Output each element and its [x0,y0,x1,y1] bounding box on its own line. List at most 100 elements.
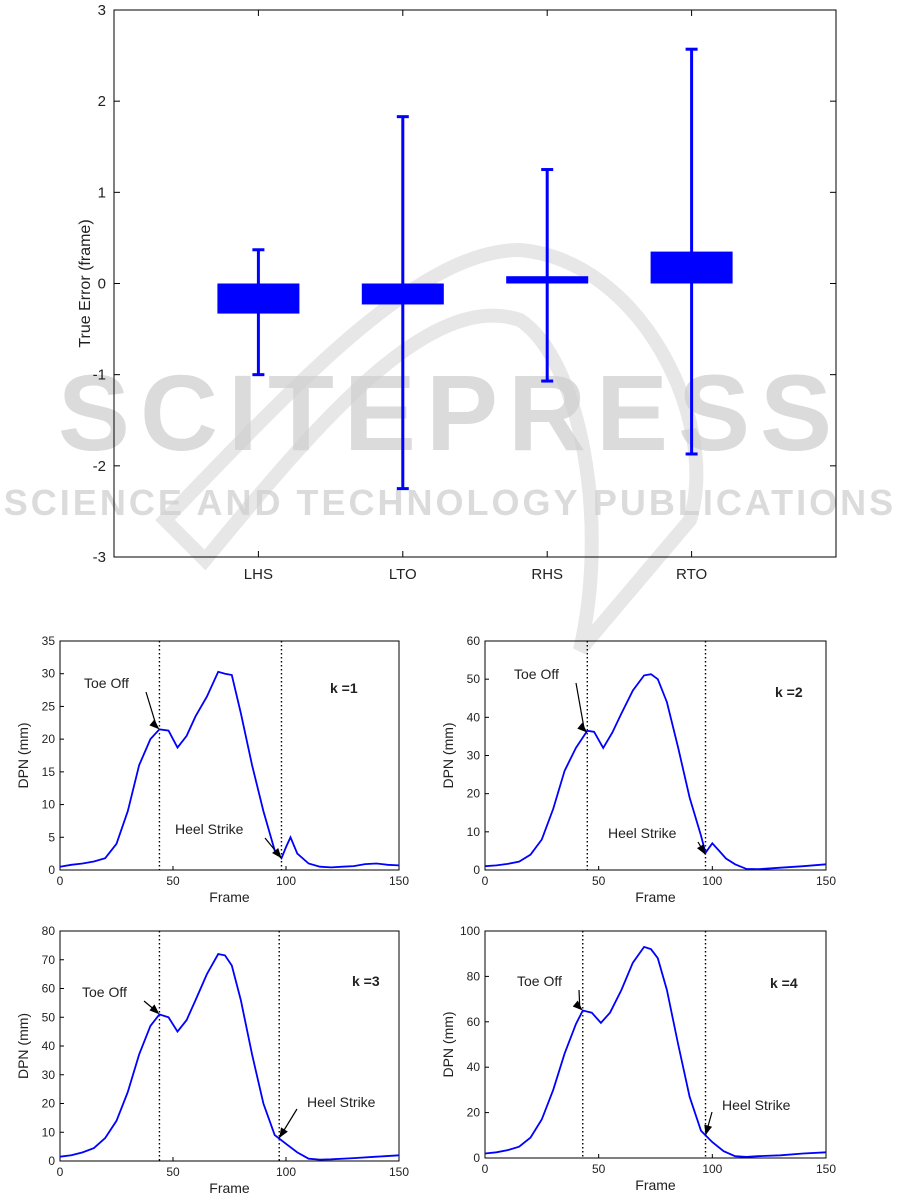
y-tick-label: -2 [93,458,106,475]
x-tick-label: 100 [276,1165,296,1179]
toe-off-arrowhead [577,722,588,733]
heel-strike-label: Heel Strike [608,825,677,841]
heel-strike-arrowhead [696,844,706,855]
heel-strike-arrowhead [704,1124,713,1136]
plot-frame [59,930,400,1162]
heel-strike-label: Heel Strike [307,1094,376,1110]
x-tick-label: 100 [702,874,722,888]
y-tick-label: 0 [473,863,480,877]
x-tick-label: 100 [276,874,296,888]
y-tick-label: 60 [467,1015,481,1029]
heel-strike-arrowhead [279,1127,288,1138]
y-tick-label: 40 [42,1039,56,1053]
toe-off-arrow [575,682,585,730]
x-tick-label: 150 [389,1165,409,1179]
x-tick-label: LHS [244,566,273,583]
y-tick-label: 0 [48,863,55,877]
y-tick-label: 10 [42,798,56,812]
x-tick-label: LTO [389,566,417,583]
heel-strike-label: Heel Strike [722,1097,791,1113]
x-tick-label: 50 [592,1162,606,1176]
x-tick-label: RTO [676,566,707,583]
y-tick-label: -3 [93,549,106,566]
x-tick-label: RHS [531,566,563,583]
y-tick-label: 80 [42,924,56,938]
x-tick-label: 0 [482,1162,489,1176]
heel-strike-label: Heel Strike [175,821,244,837]
watermark-subtitle: SCIENCE AND TECHNOLOGY PUBLICATIONS [4,482,896,523]
k-annotation: k =4 [770,975,798,991]
x-tick-label: 100 [702,1162,722,1176]
dpn-line [59,952,400,1161]
x-tick-label: 0 [57,1165,64,1179]
toe-off-arrowhead [149,719,160,730]
y-tick-label: 20 [42,732,56,746]
k-annotation: k =3 [352,973,380,989]
y-tick-label: 40 [467,710,481,724]
toe-off-label: Toe Off [517,973,562,989]
y-tick-label: 35 [42,634,56,648]
x-tick-label: 150 [816,874,836,888]
y-tick-label: -1 [93,367,106,384]
toe-off-arrowhead [149,1004,160,1015]
dpn-chart-k3: 0 50 100 150 0 10 20 30 40 50 60 70 80 Frame DPN (mm) k… [15,924,409,1196]
k-annotation: k =2 [775,684,803,700]
y-tick-label: 0 [98,276,106,293]
dpn-line [59,670,400,869]
y-tick-label: 30 [42,1068,56,1082]
y-tick-label: 60 [42,982,56,996]
dpn-line [484,673,827,871]
y-tick-label: 0 [473,1151,480,1165]
plot-frame [59,640,400,871]
toe-off-label: Toe Off [82,984,127,1000]
x-tick-label: 50 [592,874,606,888]
dpn-chart-k1: 0 50 100 150 0 5 10 15 20 25 30 35 Frame DPN (mm) k =1… [15,634,409,905]
y-tick-label: 50 [467,672,481,686]
dpn-chart-k4: 0 50 100 150 0 20 40 60 80 100 Frame DPN (mm) k =4 To… [440,924,836,1193]
y-tick-label: 10 [42,1125,56,1139]
x-axis-label: Frame [635,1177,676,1193]
x-axis-label: Frame [209,1180,250,1196]
x-tick-label: 0 [57,874,64,888]
y-axis-label: DPN (mm) [15,722,31,788]
x-axis-label: Frame [209,889,250,905]
x-tick-label: 50 [166,874,180,888]
toe-off-label: Toe Off [84,675,129,691]
toe-off-arrowhead [572,1000,583,1011]
y-tick-label: 20 [467,787,481,801]
y-axis-label: DPN (mm) [440,1011,456,1077]
plot-frame [484,930,827,1159]
y-axis-label: True Error (frame) [77,219,94,347]
y-tick-label: 70 [42,953,56,967]
x-tick-label: 0 [482,874,489,888]
y-tick-label: 20 [467,1106,481,1120]
y-tick-label: 1 [98,184,106,201]
heel-strike-arrowhead [272,847,282,859]
error-chart: -3 -2 -1 0 1 2 3 LHS LTO RHS RTO True Error (frame) [77,2,837,583]
x-axis-label: Frame [635,889,676,905]
y-tick-label: 20 [42,1097,56,1111]
x-tick-label: 150 [816,1162,836,1176]
watermark-title: SCITEPRESS [58,352,842,473]
y-axis-label: DPN (mm) [440,722,456,788]
dpn-line [484,945,827,1158]
y-tick-label: 40 [467,1060,481,1074]
y-tick-label: 5 [48,830,55,844]
y-tick-label: 30 [42,667,56,681]
y-tick-label: 50 [42,1010,56,1024]
k-annotation: k =1 [330,680,358,696]
y-tick-label: 30 [467,749,481,763]
x-tick-label: 150 [389,874,409,888]
y-tick-label: 100 [460,924,480,938]
y-tick-label: 0 [48,1154,55,1168]
y-tick-label: 10 [467,825,481,839]
y-tick-label: 3 [98,2,106,19]
y-tick-label: 25 [42,699,56,713]
y-axis-label: DPN (mm) [15,1013,31,1079]
y-tick-label: 60 [467,634,481,648]
y-tick-label: 15 [42,765,56,779]
toe-off-label: Toe Off [514,666,559,682]
dpn-chart-k2: 0 50 100 150 0 10 20 30 40 50 60 Frame DPN (mm) k =2 T… [440,634,836,905]
